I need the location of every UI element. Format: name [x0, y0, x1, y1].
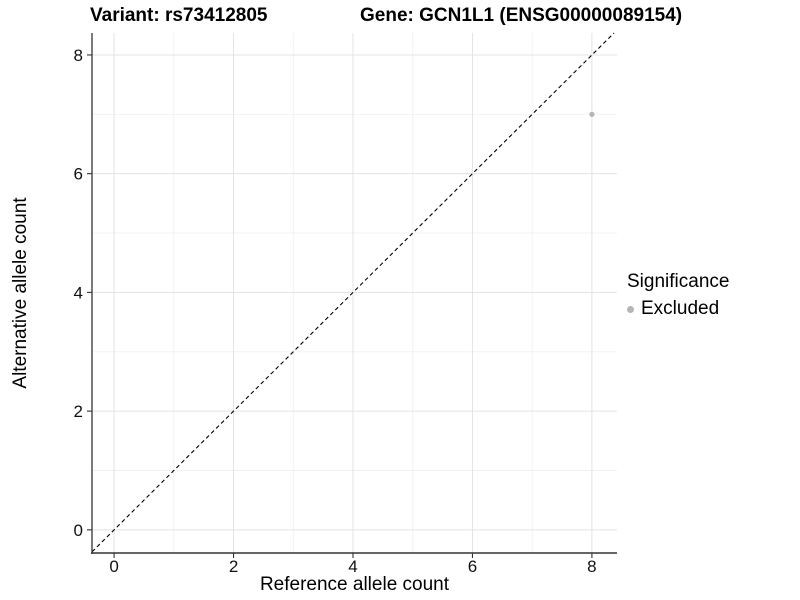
y-tick-label: 0 [74, 521, 83, 540]
x-tick-label: 4 [348, 557, 357, 576]
y-tick-label: 6 [74, 165, 83, 184]
x-tick-label: 2 [229, 557, 238, 576]
legend-item-label: Excluded [641, 298, 720, 319]
identity-dashed-line [91, 32, 615, 553]
y-tick-label: 4 [74, 283, 83, 302]
y-axis-title-text: Alternative allele count [10, 197, 31, 389]
gene-title: Gene: GCN1L1 (ENSG00000089154) [360, 5, 683, 26]
y-tick-label: 8 [74, 46, 83, 65]
x-axis-title: Reference allele count [259, 574, 450, 595]
legend: Significance Excluded [627, 271, 729, 320]
legend-item-excluded: Excluded [627, 298, 729, 320]
legend-title: Significance [627, 271, 730, 292]
data-point-excluded [589, 111, 595, 117]
x-tick-label: 8 [587, 557, 596, 576]
x-tick-label: 0 [109, 557, 118, 576]
variant-title: Variant: rs73412805 [90, 5, 268, 26]
y-tick-label: 2 [74, 402, 83, 421]
x-tick-label: 6 [468, 557, 477, 576]
legend-dot-icon [627, 305, 634, 313]
